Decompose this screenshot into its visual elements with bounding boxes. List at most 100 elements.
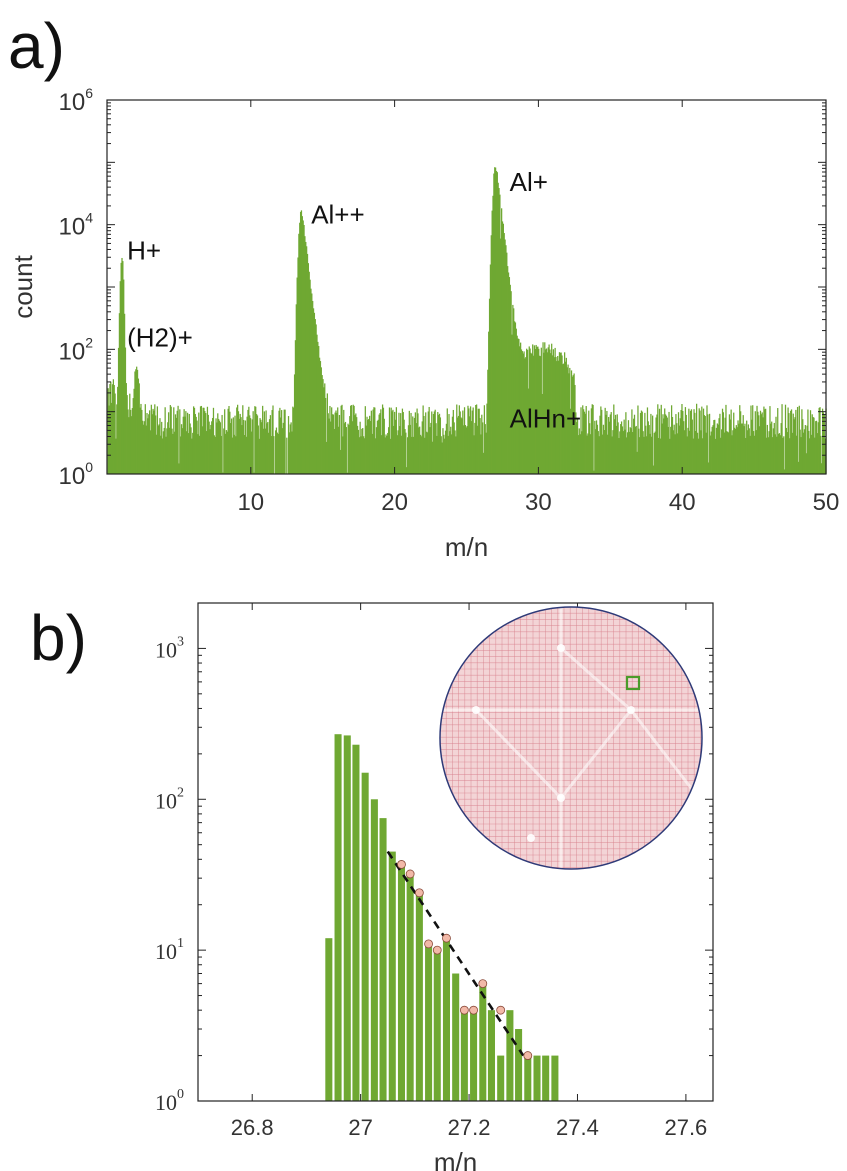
- histogram-bar: [108, 405, 110, 474]
- histogram-bar: [746, 430, 749, 474]
- histogram-bar: [609, 414, 611, 474]
- histogram-bar: [390, 407, 392, 474]
- histogram-bar: [625, 412, 627, 474]
- histogram-bar: [394, 411, 396, 474]
- histogram-bar: [299, 211, 302, 474]
- histogram-bar: [217, 413, 219, 474]
- histogram-bar: [124, 347, 127, 474]
- histogram-bar: [673, 424, 675, 474]
- histogram-bar: [385, 434, 387, 474]
- histogram-bar: [795, 409, 797, 474]
- histogram-bar: [805, 453, 807, 474]
- histogram-bar: [732, 430, 734, 474]
- histogram-bar: [144, 404, 146, 474]
- histogram-bar: [633, 418, 635, 474]
- histogram-bar: [559, 352, 561, 474]
- histogram-bar: [653, 432, 655, 474]
- histogram-bar: [145, 425, 147, 474]
- histogram-bar: [437, 412, 439, 474]
- histogram-bar: [820, 435, 822, 474]
- histogram-bar: [456, 404, 458, 474]
- histogram-bar: [723, 432, 725, 474]
- histogram-bar: [693, 409, 695, 474]
- histogram-bar: [570, 370, 573, 474]
- histogram-bar: [586, 435, 588, 474]
- data-marker: [424, 939, 433, 949]
- histogram-bar: [733, 427, 736, 474]
- histogram-bar: [199, 435, 201, 474]
- histogram-bar: [367, 419, 369, 474]
- zone-line: [559, 709, 633, 799]
- histogram-bar: [227, 408, 229, 474]
- histogram-bar: [447, 435, 449, 474]
- histogram-bar: [771, 421, 773, 474]
- histogram-bar: [569, 367, 571, 474]
- histogram-bar: [727, 432, 730, 474]
- histogram-bar: [623, 419, 625, 474]
- histogram-bar: [272, 405, 274, 474]
- histogram-bar: [681, 404, 683, 474]
- histogram-bar: [797, 461, 800, 474]
- chart-b-bars: [325, 734, 559, 1101]
- histogram-bar: [648, 425, 650, 474]
- histogram-bar: [339, 449, 341, 474]
- histogram-bar: [750, 405, 752, 474]
- histogram-bar: [165, 436, 167, 474]
- chart-b-xtick-label: 26.8: [231, 1115, 274, 1140]
- histogram-bar: [620, 424, 622, 474]
- histogram-bar: [704, 416, 706, 474]
- histogram-bar: [816, 433, 819, 474]
- histogram-bar: [650, 413, 652, 474]
- histogram-bar: [329, 405, 331, 474]
- histogram-bar: [169, 405, 171, 474]
- histogram-bar: [134, 371, 136, 474]
- histogram-bar: [532, 355, 535, 474]
- histogram-bar: [420, 436, 423, 474]
- histogram-bar: [477, 408, 479, 474]
- histogram-bar: [578, 428, 580, 474]
- histogram-bar: [228, 406, 230, 474]
- peak-label: Al+: [510, 167, 548, 197]
- histogram-bar: [419, 426, 421, 474]
- histogram-bar: [551, 355, 554, 474]
- histogram-bar: [551, 1055, 559, 1101]
- histogram-bar: [297, 257, 299, 474]
- chart-a-ytick-label: 104: [59, 210, 94, 241]
- histogram-bar: [237, 411, 240, 474]
- histogram-bar: [478, 408, 480, 474]
- histogram-bar: [111, 402, 113, 474]
- histogram-bar: [414, 412, 416, 474]
- histogram-bar: [479, 983, 487, 1101]
- histogram-bar: [664, 408, 666, 474]
- histogram-bar: [533, 1055, 541, 1101]
- histogram-bar: [425, 412, 427, 474]
- histogram-bar: [334, 412, 336, 474]
- histogram-bar: [465, 427, 467, 474]
- histogram-bar: [523, 351, 525, 474]
- histogram-bar: [421, 421, 423, 474]
- chart-a-ylabel: count: [8, 254, 38, 318]
- chart-a-bars: [107, 167, 827, 475]
- histogram-bar: [547, 347, 549, 474]
- histogram-bar: [679, 418, 681, 474]
- histogram-bar: [595, 429, 597, 474]
- histogram-bar: [590, 408, 592, 474]
- histogram-bar: [601, 434, 604, 474]
- histogram-bar: [782, 437, 784, 474]
- histogram-bar: [156, 406, 159, 474]
- histogram-bar: [406, 437, 409, 474]
- histogram-bar: [199, 406, 202, 474]
- panel-b-label: b): [30, 602, 87, 674]
- histogram-bar: [624, 429, 626, 474]
- histogram-bar: [422, 405, 424, 474]
- histogram-bar: [567, 364, 569, 474]
- histogram-bar: [190, 427, 192, 474]
- histogram-bar: [665, 415, 668, 474]
- chart-b-ytick-label: 100: [155, 1087, 184, 1115]
- histogram-bar: [167, 422, 169, 474]
- histogram-bar: [433, 411, 435, 474]
- histogram-bar: [677, 412, 680, 474]
- histogram-bar: [626, 432, 629, 474]
- histogram-bar: [413, 436, 415, 474]
- histogram-bar: [197, 434, 199, 474]
